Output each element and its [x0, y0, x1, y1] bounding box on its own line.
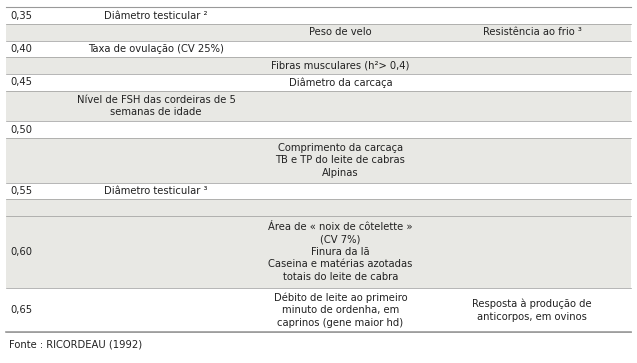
Text: Fonte : RICORDEAU (1992): Fonte : RICORDEAU (1992) — [9, 340, 142, 350]
Text: Diâmetro da carcaça: Diâmetro da carcaça — [289, 77, 392, 88]
Text: Diâmetro testicular ³: Diâmetro testicular ³ — [104, 186, 208, 196]
Text: 0,45: 0,45 — [10, 77, 32, 87]
Bar — [6, 91, 631, 121]
Text: Fibras musculares (h²> 0,4): Fibras musculares (h²> 0,4) — [271, 61, 410, 71]
Bar — [6, 7, 631, 24]
Bar — [6, 74, 631, 91]
Bar — [6, 183, 631, 199]
Text: 0,60: 0,60 — [10, 247, 32, 257]
Text: 0,55: 0,55 — [10, 186, 32, 196]
Text: Diâmetro testicular ²: Diâmetro testicular ² — [104, 11, 208, 21]
Bar — [6, 288, 631, 333]
Bar — [6, 121, 631, 138]
Bar — [6, 138, 631, 183]
Bar — [6, 24, 631, 41]
Bar — [6, 41, 631, 57]
Text: Taxa de ovulação (CV 25%): Taxa de ovulação (CV 25%) — [89, 44, 224, 54]
Text: Comprimento da carcaça
TB e TP do leite de cabras
Alpinas: Comprimento da carcaça TB e TP do leite … — [275, 143, 405, 178]
Bar — [6, 216, 631, 288]
Text: Peso de velo: Peso de velo — [309, 27, 371, 37]
Text: Área de « noix de côtelette »
(CV 7%)
Finura da lã
Caseina e matérias azotadas
t: Área de « noix de côtelette » (CV 7%) Fi… — [268, 222, 413, 282]
Text: 0,65: 0,65 — [10, 305, 32, 315]
Text: 0,35: 0,35 — [10, 11, 32, 21]
Text: Resposta à produção de
anticorpos, em ovinos: Resposta à produção de anticorpos, em ov… — [473, 299, 592, 322]
Bar — [6, 57, 631, 74]
Text: Resistência ao frio ³: Resistência ao frio ³ — [483, 27, 582, 37]
Text: 0,50: 0,50 — [10, 125, 32, 135]
Text: Nível de FSH das cordeiras de 5
semanas de idade: Nível de FSH das cordeiras de 5 semanas … — [76, 95, 236, 117]
Bar — [6, 199, 631, 216]
Text: 0,40: 0,40 — [10, 44, 32, 54]
Text: Débito de leite ao primeiro
minuto de ordenha, em
caprinos (gene maior hd): Débito de leite ao primeiro minuto de or… — [273, 293, 407, 328]
